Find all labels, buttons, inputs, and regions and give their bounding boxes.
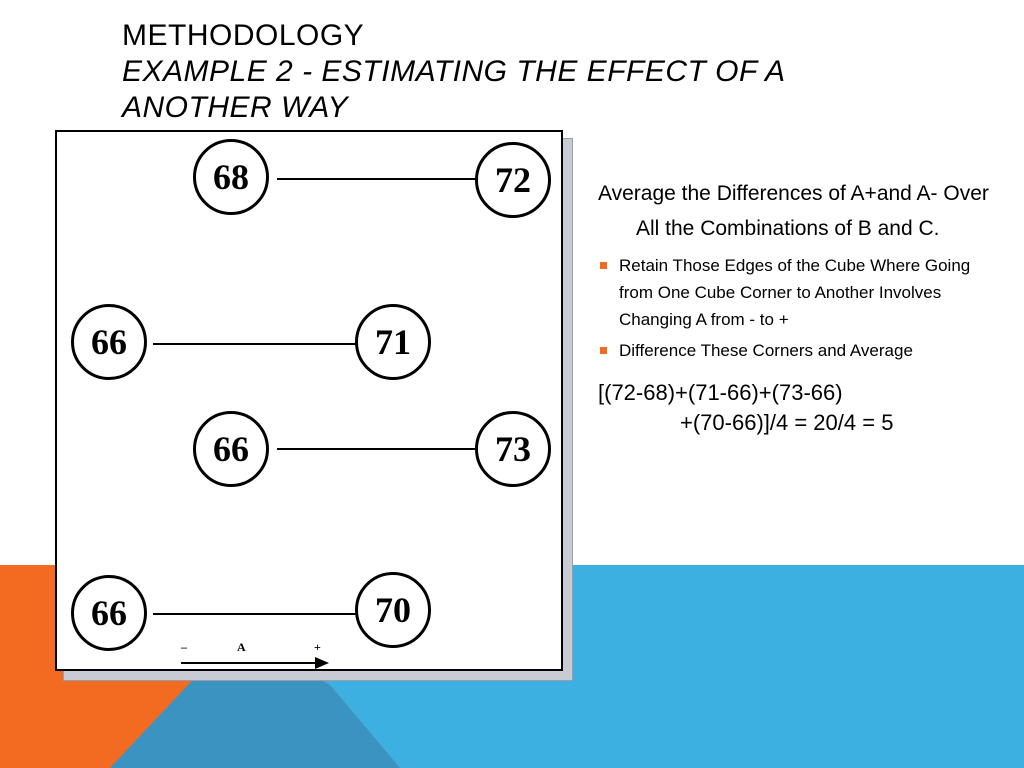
node-circle: 72 — [475, 142, 551, 218]
bullet-item: Retain Those Edges of the Cube Where Goi… — [598, 252, 1008, 333]
node-circle: 73 — [475, 411, 551, 487]
slide-title-block: Methodology Example 2 - Estimating the E… — [122, 18, 942, 126]
edge-66-71 — [153, 343, 358, 345]
edge-66-70 — [153, 613, 358, 615]
node-circle: 70 — [355, 572, 431, 648]
node-circle: 66 — [71, 575, 147, 651]
node-circle: 66 — [71, 304, 147, 380]
explanation-text: Average the Differences of A+and A- Over… — [598, 176, 1008, 438]
square-bullet-icon — [600, 262, 607, 269]
axis-plus-label: + — [314, 640, 321, 654]
formula-line-2: +(70-66)]/4 = 20/4 = 5 — [680, 410, 894, 435]
bullet-item: Difference These Corners and Average — [598, 337, 1008, 364]
slide-title: Methodology — [122, 19, 365, 52]
node-circle: 71 — [355, 304, 431, 380]
edge-68-72 — [277, 178, 477, 180]
edge-66-73 — [277, 448, 477, 450]
square-bullet-icon — [600, 347, 607, 354]
slide-subtitle: Example 2 - Estimating the Effect of A A… — [122, 55, 785, 124]
node-circle: 66 — [193, 411, 269, 487]
bullet-text: Difference These Corners and Average — [619, 341, 913, 360]
lead-paragraph: Average the Differences of A+and A- Over… — [598, 182, 989, 240]
axis-a-label: A — [237, 640, 246, 654]
node-circle: 68 — [193, 139, 269, 215]
formula-line-1: [(72-68)+(71-66)+(73-66) — [598, 380, 843, 405]
formula: [(72-68)+(71-66)+(73-66) +(70-66)]/4 = 2… — [598, 378, 1008, 438]
bullet-list: Retain Those Edges of the Cube Where Goi… — [598, 252, 1008, 364]
bullet-text: Retain Those Edges of the Cube Where Goi… — [619, 256, 971, 329]
cube-diagram: 68 72 66 71 66 73 66 70 – A + — [55, 130, 563, 671]
axis-minus-label: – — [181, 640, 187, 654]
axis-arrow-icon — [181, 657, 329, 669]
